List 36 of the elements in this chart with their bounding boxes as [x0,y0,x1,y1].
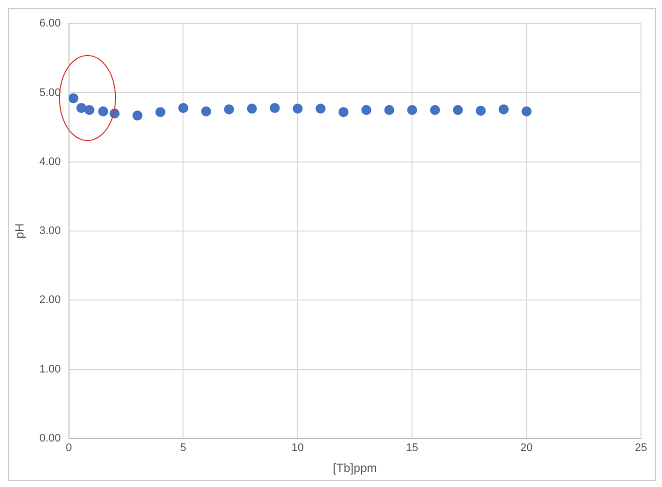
point [292,104,303,114]
point [361,105,372,116]
point [316,104,326,114]
y-tick-label: 2.00 [39,294,61,306]
y-axis-title: pH [12,223,27,239]
point [430,105,440,116]
point [498,104,509,114]
y-tick-label: 1.00 [39,363,61,376]
y-tick-label: 0.00 [39,432,61,444]
x-tick-label: 10 [292,442,304,454]
point [452,105,463,116]
point [384,105,394,116]
x-tick-label: 15 [406,442,418,454]
point [68,93,78,104]
point [155,107,166,118]
point [132,110,142,121]
point [522,106,532,116]
x-tick-label: 20 [520,442,533,454]
point [338,107,348,118]
y-tick-label: 6.00 [39,18,61,30]
y-tick-label: 4.00 [39,156,61,168]
point [98,106,108,116]
point [246,104,257,114]
point [224,104,234,114]
x-axis-title: [Tb]ppm [332,461,377,476]
x-tick-label: 5 [180,442,186,454]
point [76,102,86,113]
point [407,105,418,116]
point [270,102,280,113]
point [84,105,94,116]
x-tick-label: 25 [634,442,648,454]
point [201,106,212,116]
point [178,102,188,113]
x-tick-label: 0 [66,442,72,454]
y-tick-label: 3.00 [39,225,61,238]
point [476,106,486,116]
